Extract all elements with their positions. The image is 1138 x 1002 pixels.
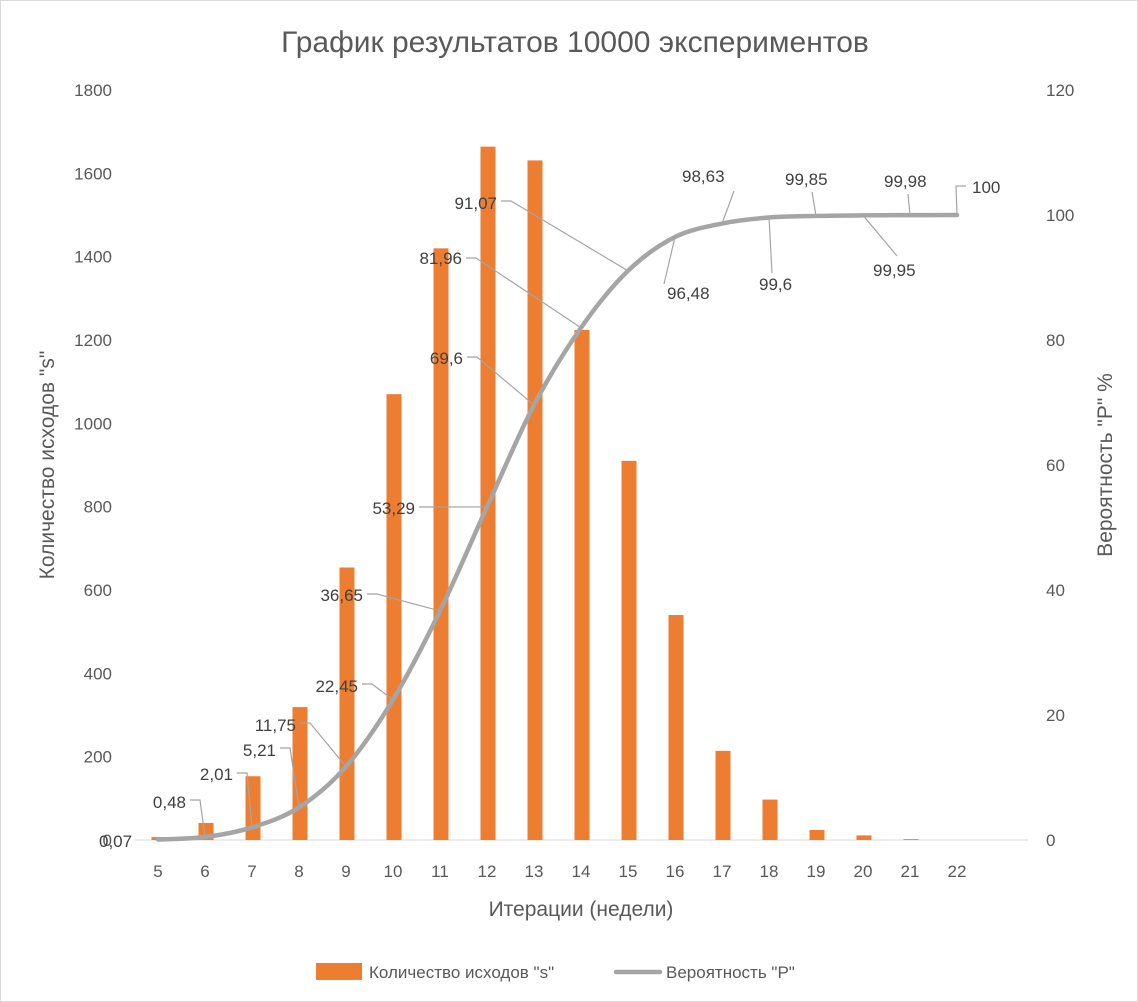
x-tick-label: 17 — [713, 862, 732, 881]
x-tick-label: 12 — [478, 862, 497, 881]
y2-tick-label: 80 — [1046, 331, 1065, 350]
data-label-leader — [955, 185, 966, 216]
x-tick-label: 6 — [200, 862, 209, 881]
x-tick-label: 14 — [572, 862, 591, 881]
data-label: 0,48 — [153, 793, 186, 812]
data-label: 5,21 — [243, 741, 276, 760]
data-label: 99,95 — [873, 261, 916, 280]
bar-count — [668, 615, 684, 840]
data-label: 99,85 — [785, 170, 828, 189]
data-label-leader — [300, 722, 347, 767]
y2-tick-label: 0 — [1046, 831, 1055, 850]
data-label-leader — [367, 593, 441, 612]
bar-count — [762, 799, 778, 840]
y-tick-label: 1400 — [74, 248, 112, 267]
x-tick-label: 5 — [153, 862, 162, 881]
bar-count — [715, 750, 731, 840]
data-label: 96,48 — [667, 284, 710, 303]
y-tick-label: 1600 — [74, 164, 112, 183]
bar-count — [621, 460, 637, 840]
data-label: 0,07 — [99, 832, 132, 851]
x-axis-title: Итерации (недели) — [489, 898, 674, 921]
y2-tick-label: 60 — [1046, 456, 1065, 475]
x-tick-label: 22 — [948, 862, 967, 881]
data-label: 91,07 — [454, 194, 497, 213]
x-tick-label: 7 — [247, 862, 256, 881]
x-tick-label: 8 — [294, 862, 303, 881]
x-tick-label: 10 — [384, 862, 403, 881]
x-tick-label: 21 — [901, 862, 920, 881]
y-axis-title: Количество исходов "s" — [36, 351, 59, 580]
bar-count — [386, 394, 402, 840]
data-label: 81,96 — [419, 249, 462, 268]
bar-count — [527, 160, 543, 840]
data-label-leader — [237, 772, 253, 828]
y2-tick-label: 20 — [1046, 706, 1065, 725]
x-tick-label: 15 — [619, 862, 638, 881]
legend-label-line: Вероятность "P" — [666, 963, 795, 982]
data-label: 53,29 — [372, 499, 415, 518]
bar-count — [809, 830, 825, 840]
data-label-leader — [467, 356, 535, 406]
data-label-leader — [362, 683, 394, 701]
bar-count — [856, 835, 872, 840]
x-tick-label: 19 — [807, 862, 826, 881]
chart-title: График результатов 10000 экспериментов — [281, 26, 869, 59]
x-tick-label: 18 — [760, 862, 779, 881]
bar-count — [480, 146, 496, 840]
data-label: 100 — [972, 178, 1000, 197]
data-label: 99,98 — [884, 172, 927, 191]
y2-tick-label: 120 — [1046, 81, 1074, 100]
legend-swatch-bars — [316, 963, 362, 980]
data-label-leader — [501, 200, 629, 272]
data-label: 69,6 — [430, 349, 463, 368]
y2-axis-title: Вероятность "P" % — [1094, 373, 1117, 557]
y-tick-label: 400 — [84, 664, 112, 683]
line-probability — [155, 212, 960, 842]
bar-count — [574, 330, 590, 840]
y-tick-label: 1000 — [74, 414, 112, 433]
data-label: 11,75 — [255, 716, 296, 735]
y-tick-label: 0 — [103, 831, 112, 850]
y-tick-label: 800 — [84, 498, 112, 517]
data-label: 98,63 — [682, 167, 725, 186]
bar-count — [433, 248, 449, 841]
y-tick-label: 600 — [84, 581, 112, 600]
x-tick-label: 9 — [341, 862, 350, 881]
y-tick-label: 200 — [84, 748, 112, 767]
x-tick-label: 16 — [666, 862, 685, 881]
data-label: 22,45 — [315, 677, 358, 696]
data-label-leader — [811, 191, 817, 217]
data-label-leader — [663, 236, 676, 285]
y-tick-label: 1800 — [74, 81, 112, 100]
x-tick-label: 13 — [525, 862, 544, 881]
data-label-leader — [768, 217, 773, 274]
data-label-leader — [862, 214, 898, 257]
data-label-leader — [280, 747, 300, 808]
data-label: 99,6 — [759, 275, 792, 294]
x-tick-label: 20 — [854, 862, 873, 881]
legend-label-bars: Количество исходов "s" — [369, 963, 554, 982]
data-label-leader — [721, 190, 735, 224]
y2-tick-label: 40 — [1046, 581, 1065, 600]
y-tick-label: 1200 — [74, 331, 112, 350]
data-label: 2,01 — [200, 765, 233, 784]
data-label-leader — [907, 193, 911, 216]
x-tick-label: 11 — [431, 862, 449, 881]
bar-count — [339, 567, 355, 840]
data-label: 36,65 — [320, 586, 363, 605]
y2-tick-label: 100 — [1046, 206, 1074, 225]
data-label-leader — [466, 257, 582, 329]
bar-count — [903, 839, 919, 840]
data-label-leader — [190, 799, 206, 838]
